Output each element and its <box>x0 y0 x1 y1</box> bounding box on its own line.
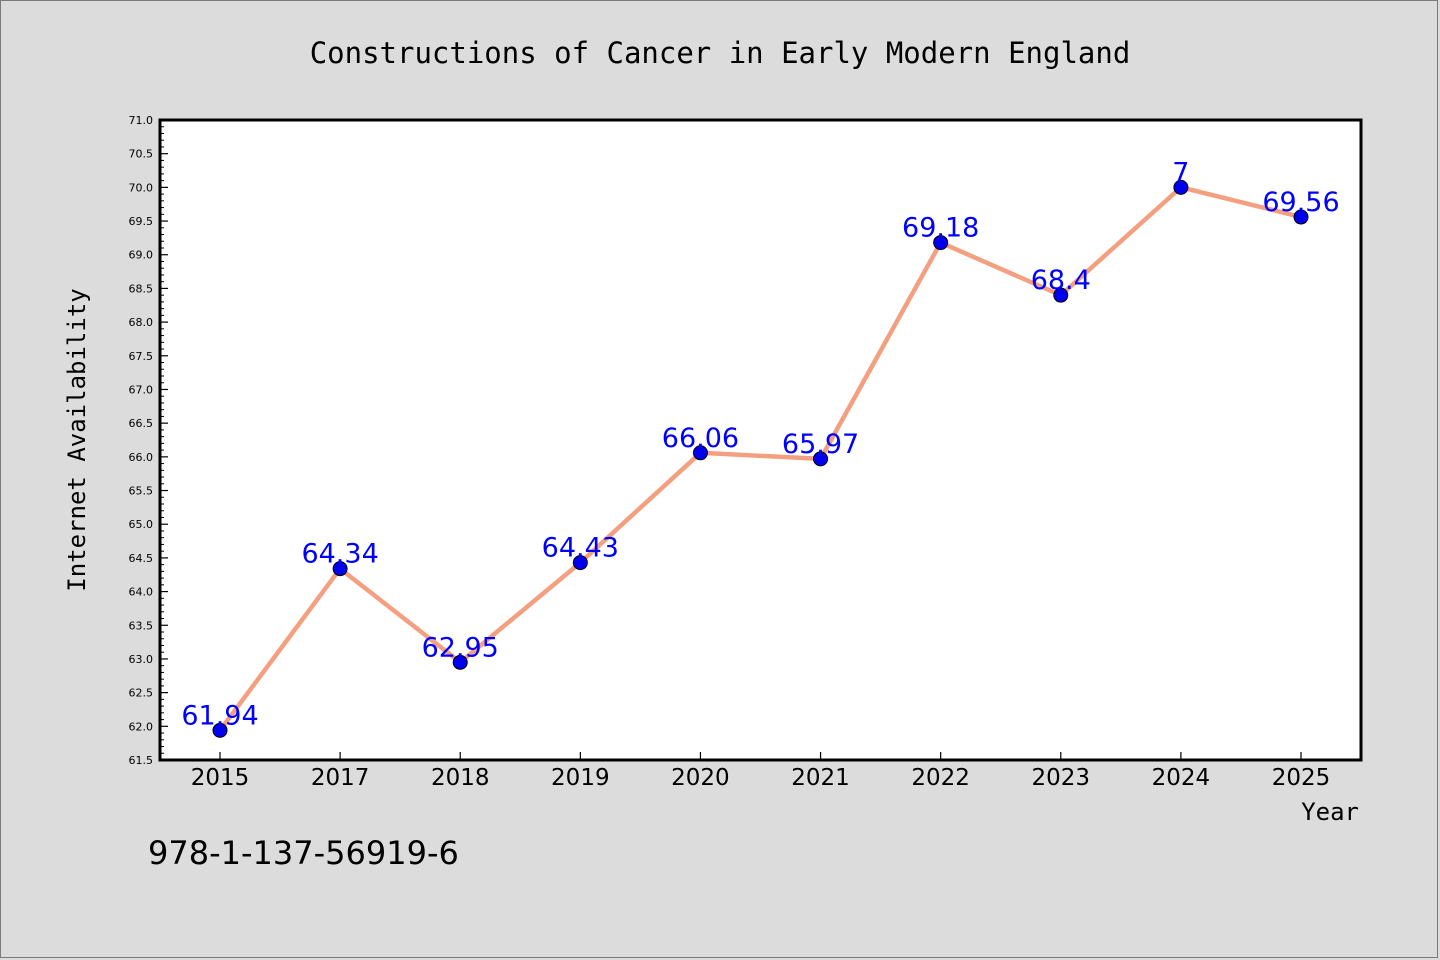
y-tick-label: 64.0 <box>129 586 154 599</box>
data-label: 69.56 <box>1262 187 1339 218</box>
x-tick-label: 2019 <box>551 765 610 791</box>
x-tick-label: 2022 <box>911 765 970 791</box>
y-axis-label: Internet Availability <box>63 288 91 591</box>
x-tick-label: 2018 <box>431 765 490 791</box>
x-tick-label: 2015 <box>191 765 250 791</box>
series-line <box>218 185 1302 732</box>
x-tick-label: 2020 <box>671 765 730 791</box>
y-tick-label: 65.0 <box>129 518 154 531</box>
data-label: 7 <box>1172 157 1189 188</box>
x-tick-label: 2017 <box>311 765 370 791</box>
isbn-text: 978-1-137-56919-6 <box>148 834 459 872</box>
data-label: 61.94 <box>181 700 258 731</box>
y-tick-label: 68.5 <box>129 282 154 295</box>
y-tick-label: 69.5 <box>129 215 154 228</box>
data-point <box>1293 209 1309 225</box>
y-tick-label: 66.5 <box>129 417 154 430</box>
x-axis: 2015 2017 2018 2019 2020 2021 2022 2023 2024 2025 <box>191 752 1331 791</box>
y-tick-label: 67.0 <box>129 383 154 396</box>
data-point <box>332 561 348 577</box>
data-point <box>1173 179 1189 195</box>
y-tick-label: 63.0 <box>129 653 154 666</box>
plot-area <box>158 118 1363 762</box>
y-tick-label: 68.0 <box>129 316 154 329</box>
y-tick-label: 67.5 <box>129 350 154 363</box>
data-label: 66.06 <box>662 423 739 454</box>
data-point <box>813 451 829 467</box>
data-label: 62.95 <box>422 632 499 663</box>
y-tick-label: 71.0 <box>129 114 154 127</box>
data-point <box>1053 287 1069 303</box>
y-tick-label: 70.5 <box>129 148 154 161</box>
y-axis: 61.5 62.0 62.5 63.0 63.5 64.0 64.5 65.0 65.5 66.0… <box>129 114 168 767</box>
x-tick-label: 2021 <box>791 765 850 791</box>
x-tick-label: 2023 <box>1032 765 1091 791</box>
y-tick-label: 63.5 <box>129 619 154 632</box>
data-point <box>572 555 588 571</box>
data-point <box>212 722 228 738</box>
data-point <box>933 235 949 251</box>
y-tick-label: 69.0 <box>129 249 154 262</box>
series-group: 61.94 64.34 62.95 64.43 66.06 65.97 69.18 68.4 7… <box>181 157 1340 738</box>
y-tick-label: 61.5 <box>129 754 154 767</box>
data-label: 68.4 <box>1031 265 1091 296</box>
data-label: 69.18 <box>902 213 979 244</box>
y-tick-label: 65.5 <box>129 485 154 498</box>
x-tick-label: 2025 <box>1272 765 1331 791</box>
chart-title: Constructions of Cancer in Early Modern … <box>310 36 1131 70</box>
data-label: 65.97 <box>782 429 859 460</box>
y-tick-label: 64.5 <box>129 552 154 565</box>
data-point <box>692 445 708 461</box>
data-label: 64.34 <box>301 539 378 570</box>
y-tick-label: 70.0 <box>129 181 154 194</box>
data-label: 64.43 <box>542 533 619 564</box>
x-axis-label: Year <box>1301 798 1359 826</box>
y-tick-label: 62.0 <box>129 720 154 733</box>
data-point <box>452 654 468 670</box>
y-tick-label: 66.0 <box>129 451 154 464</box>
x-tick-label: 2024 <box>1152 765 1211 791</box>
y-tick-label: 62.5 <box>129 687 154 700</box>
